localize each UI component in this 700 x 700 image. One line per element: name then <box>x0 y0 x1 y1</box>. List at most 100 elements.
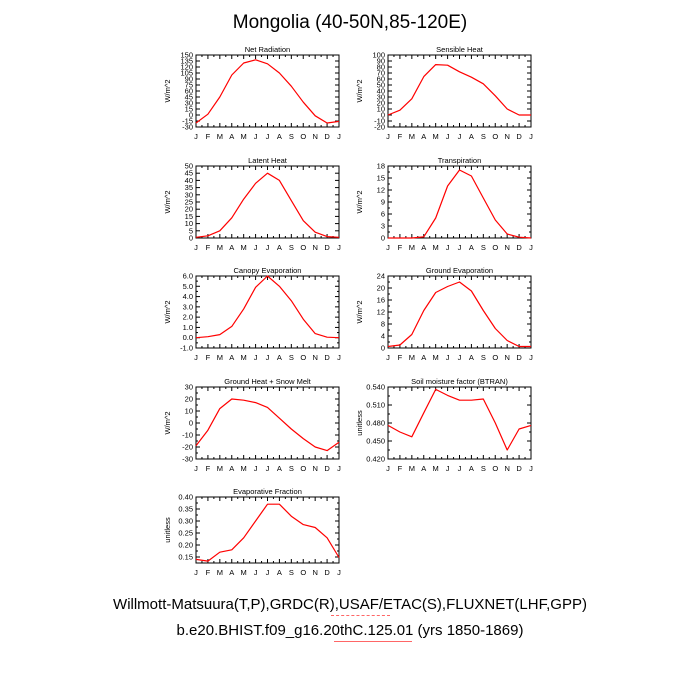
panel-title: Canopy Evaporation <box>234 266 302 275</box>
x-tick-label: J <box>446 353 450 362</box>
x-tick-label: M <box>241 568 247 577</box>
x-tick-label: S <box>481 464 486 473</box>
y-tick-label: 12 <box>377 308 385 317</box>
y-tick-label: 0.35 <box>178 505 193 514</box>
series-line <box>387 63 531 116</box>
y-tick-label: 3.0 <box>183 302 193 311</box>
x-tick-label: M <box>217 353 223 362</box>
y-tick-label: 4 <box>381 332 385 341</box>
x-tick-label: O <box>300 132 306 141</box>
y-tick-label: -30 <box>182 123 193 132</box>
caption-underline <box>334 641 412 642</box>
x-tick-label: J <box>386 132 390 141</box>
panel-title: Ground Heat + Snow Melt <box>224 377 311 386</box>
x-tick-label: A <box>421 464 426 473</box>
y-tick-label: 16 <box>377 296 385 305</box>
x-tick-label: A <box>277 353 282 362</box>
x-tick-label: J <box>266 464 270 473</box>
y-tick-label: 80 <box>377 63 385 72</box>
y-tick-label: 0 <box>189 234 193 243</box>
x-tick-label: D <box>516 243 522 252</box>
x-tick-label: J <box>266 132 270 141</box>
y-tick-label: 120 <box>180 63 193 72</box>
x-tick-label: M <box>409 464 415 473</box>
y-tick-label: 30 <box>377 93 385 102</box>
x-tick-label: F <box>206 464 211 473</box>
y-tick-label: 150 <box>180 51 193 60</box>
x-tick-label: F <box>398 132 403 141</box>
y-tick-label: 30 <box>185 190 193 199</box>
x-tick-label: J <box>458 243 462 252</box>
y-tick-label: 9 <box>381 198 385 207</box>
y-tick-label: 30 <box>185 383 193 392</box>
y-tick-label: 40 <box>377 87 385 96</box>
y-tick-label: -20 <box>182 443 193 452</box>
y-tick-label: 0.40 <box>178 493 193 502</box>
panel-net-radiation: J F M A M J J A S O N D J-30-15015304560759010512013… <box>163 45 341 141</box>
x-tick-label: S <box>289 353 294 362</box>
x-tick-label: F <box>206 353 211 362</box>
y-tick-label: 10 <box>185 407 193 416</box>
x-tick-label: O <box>300 353 306 362</box>
x-tick-label: O <box>300 464 306 473</box>
x-tick-label: N <box>312 132 317 141</box>
x-tick-label: A <box>421 132 426 141</box>
panel-canopy-evaporation: J F M A M J J A S O N D J-1.00.01.02.03.04.05.06.0Ca… <box>163 266 341 362</box>
x-tick-label: M <box>241 353 247 362</box>
y-tick-label: 6.0 <box>183 272 193 281</box>
y-tick-label: 40 <box>185 176 193 185</box>
x-tick-label: A <box>277 464 282 473</box>
y-tick-label: 12 <box>377 186 385 195</box>
x-tick-label: F <box>398 464 403 473</box>
x-tick-label: M <box>241 243 247 252</box>
y-tick-label: 10 <box>185 219 193 228</box>
y-tick-label: 0.540 <box>366 383 385 392</box>
x-tick-label: J <box>254 464 258 473</box>
x-tick-label: M <box>409 243 415 252</box>
series-line <box>195 503 340 562</box>
x-tick-label: M <box>433 353 439 362</box>
x-tick-label: D <box>324 353 330 362</box>
panel-sensible-heat: J F M A M J J A S O N D J-20-10010203040506070809010… <box>355 45 533 141</box>
y-tick-label: 0.480 <box>366 419 385 428</box>
series-line <box>195 59 340 124</box>
x-tick-label: J <box>337 243 341 252</box>
plot-frame <box>387 54 532 128</box>
x-tick-label: A <box>229 132 234 141</box>
y-tick-label: 6 <box>381 210 385 219</box>
x-tick-label: O <box>492 243 498 252</box>
x-tick-label: M <box>433 464 439 473</box>
x-tick-label: A <box>469 243 474 252</box>
y-tick-label: 0.15 <box>178 553 193 562</box>
x-tick-label: A <box>421 243 426 252</box>
y-tick-label: 0.25 <box>178 529 193 538</box>
series-line <box>387 281 531 348</box>
y-tick-label: 45 <box>185 93 193 102</box>
x-tick-label: D <box>324 132 330 141</box>
x-tick-label: N <box>504 243 509 252</box>
x-tick-label: J <box>254 243 258 252</box>
x-tick-label: J <box>194 353 198 362</box>
x-tick-label: O <box>492 353 498 362</box>
caption-underline <box>331 615 390 616</box>
y-axis-label: W/m^2 <box>163 79 172 102</box>
x-tick-label: J <box>529 353 533 362</box>
y-tick-label: 45 <box>185 169 193 178</box>
y-tick-label: -30 <box>182 455 193 464</box>
y-tick-label: 10 <box>377 105 385 114</box>
y-tick-label: 3 <box>381 222 385 231</box>
x-tick-label: J <box>337 132 341 141</box>
x-tick-label: F <box>398 353 403 362</box>
y-axis-label: W/m^2 <box>355 300 364 323</box>
x-tick-label: J <box>194 132 198 141</box>
x-tick-label: A <box>421 353 426 362</box>
y-tick-label: 30 <box>185 99 193 108</box>
x-tick-label: J <box>529 132 533 141</box>
x-tick-label: M <box>217 243 223 252</box>
x-tick-label: J <box>194 464 198 473</box>
y-tick-label: 15 <box>377 174 385 183</box>
x-tick-label: S <box>289 243 294 252</box>
y-tick-label: 0 <box>189 419 193 428</box>
x-tick-label: D <box>516 464 522 473</box>
